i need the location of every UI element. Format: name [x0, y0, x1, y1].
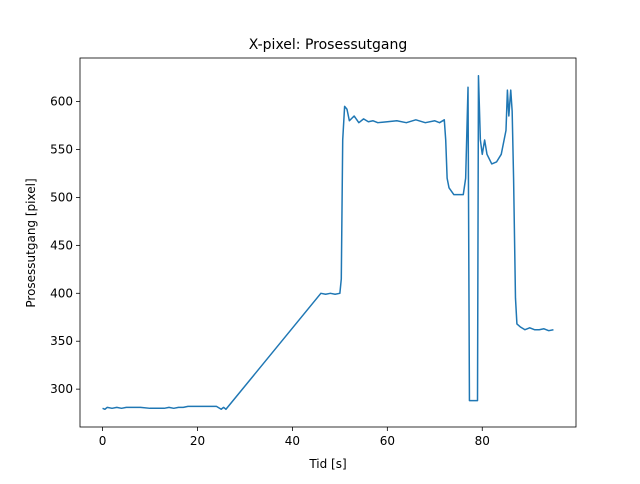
x-tick-label: 0: [99, 434, 107, 448]
y-tick-label: 400: [50, 286, 73, 300]
y-tick-label: 300: [50, 382, 73, 396]
y-tick-label: 500: [50, 190, 73, 204]
y-tick-label: 600: [50, 95, 73, 109]
x-tick-label: 80: [475, 434, 490, 448]
x-tick-label: 20: [190, 434, 205, 448]
x-axis-label: Tid [s]: [308, 457, 346, 471]
y-axis-label: Prosessutgang [pixel]: [24, 178, 38, 307]
plot-frame: [79, 57, 577, 428]
y-tick-label: 450: [50, 238, 73, 252]
y-tick-label: 350: [50, 334, 73, 348]
x-tick-label: 60: [380, 434, 395, 448]
chart-title: X-pixel: Prosessutgang: [249, 37, 408, 53]
data-line: [102, 74, 554, 411]
y-tick-label: 550: [50, 143, 73, 157]
x-tick-label: 40: [285, 434, 300, 448]
